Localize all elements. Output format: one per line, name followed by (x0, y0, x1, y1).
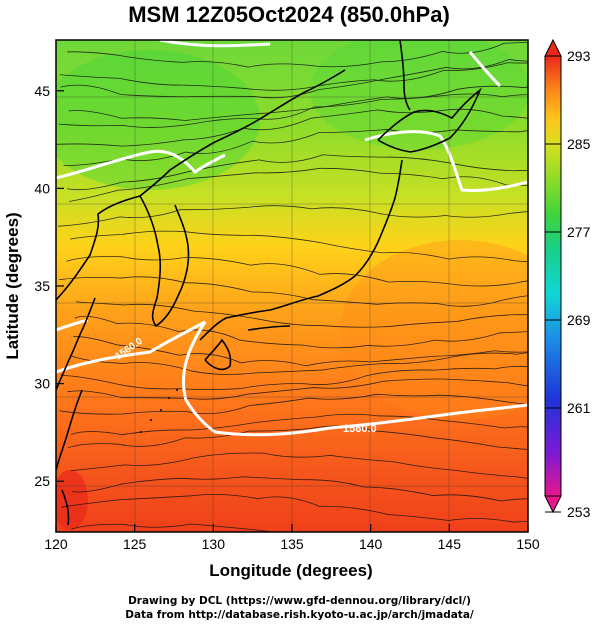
footer-credit-data: Data from http://database.rish.kyoto-u.a… (125, 609, 474, 621)
y-tick-label: 40 (34, 180, 50, 196)
streamline (60, 365, 528, 390)
colorbar-bottom-arrow (544, 495, 562, 514)
streamline (71, 523, 277, 532)
streamline (69, 167, 528, 202)
streamline (63, 129, 528, 166)
streamline (71, 476, 528, 502)
streamline (59, 393, 528, 415)
streamline (67, 154, 528, 191)
x-tick-label: 140 (359, 536, 383, 552)
y-tick-label: 35 (34, 278, 50, 294)
streamline (69, 352, 528, 375)
cool-region-east (310, 40, 528, 150)
x-axis-label: Longitude (degrees) (209, 561, 372, 580)
warm-region (340, 240, 528, 420)
colorbar-gradient (544, 55, 562, 497)
streamline (75, 301, 528, 328)
footer-credit-dcl: Drawing by DCL (https://www.gfd-dennou.o… (128, 595, 471, 607)
colorbar-tick-label: 261 (567, 400, 591, 416)
x-tick-label: 145 (438, 536, 462, 552)
colorbar-tick-label: 253 (567, 504, 591, 520)
y-tick-label: 30 (34, 376, 50, 392)
streamline (56, 108, 528, 147)
colorbar: 293 285 277 269 261 253 (544, 38, 591, 520)
colorbar-tick-label: 277 (567, 224, 591, 240)
streamline (59, 276, 528, 307)
contour-label: 1560.0 (343, 423, 377, 435)
plot-area: 1560.0 1560.0 (56, 40, 528, 532)
y-axis: 25 30 35 40 45 (34, 83, 64, 489)
x-tick-label: 135 (280, 536, 304, 552)
streamline (74, 315, 528, 349)
streamline (70, 452, 528, 479)
streamline (67, 425, 528, 450)
map-title: MSM 12Z05Oct2024 (850.0hPa) (128, 2, 450, 27)
colorbar-tick-label: 285 (567, 136, 591, 152)
y-tick-label: 45 (34, 83, 50, 99)
colorbar-tick-label: 293 (567, 48, 591, 64)
streamline (67, 41, 528, 68)
streamline (61, 493, 528, 523)
y-tick-label: 25 (34, 473, 50, 489)
x-tick-label: 125 (123, 536, 147, 552)
grid-lines (56, 40, 528, 532)
y-axis-label: Latitude (degrees) (3, 212, 22, 359)
cool-region (56, 50, 260, 190)
streamline (67, 378, 528, 400)
streamline (58, 205, 528, 227)
x-tick-label: 150 (516, 536, 540, 552)
colorbar-top-arrow (544, 38, 562, 57)
hot-spot (56, 470, 88, 530)
streamline (73, 336, 528, 367)
x-axis: 120 125 130 135 140 145 150 (44, 524, 540, 552)
streamline (59, 93, 528, 128)
height-contours (56, 40, 528, 437)
streamline (66, 256, 528, 287)
streamline (68, 85, 528, 121)
streamline (60, 59, 528, 99)
streamline (70, 230, 528, 263)
streamlines (56, 41, 528, 532)
x-tick-label: 120 (44, 536, 68, 552)
colorbar-tick-label: 269 (567, 312, 591, 328)
x-tick-label: 130 (202, 536, 226, 552)
